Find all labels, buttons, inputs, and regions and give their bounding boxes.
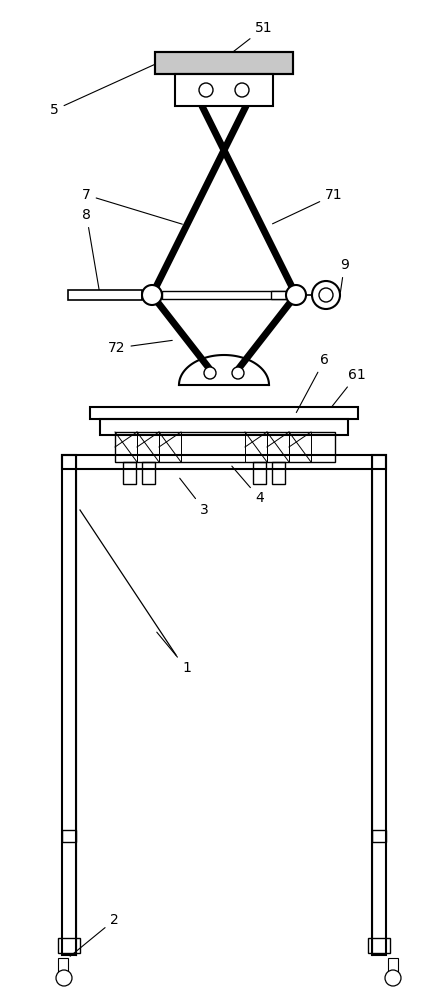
Circle shape	[56, 970, 72, 986]
Bar	[388, 958, 398, 972]
Circle shape	[232, 367, 244, 379]
Bar	[58, 958, 68, 972]
Bar	[155, 52, 293, 74]
Bar	[267, 432, 289, 462]
Text: 72: 72	[108, 340, 172, 355]
Bar	[155, 52, 293, 74]
Text: 9: 9	[340, 258, 349, 292]
Bar	[175, 74, 273, 106]
Circle shape	[385, 970, 401, 986]
Text: 1: 1	[157, 632, 191, 675]
Circle shape	[142, 285, 162, 305]
Bar	[62, 830, 76, 842]
Bar	[368, 938, 390, 953]
Text: 6: 6	[296, 353, 329, 413]
Text: 2: 2	[70, 913, 119, 956]
Text: 7: 7	[82, 188, 182, 224]
Bar	[142, 462, 155, 484]
Bar	[245, 432, 267, 462]
Bar	[289, 432, 311, 462]
Circle shape	[319, 288, 333, 302]
Bar	[62, 455, 386, 469]
Text: 8: 8	[82, 208, 99, 292]
Bar	[162, 291, 286, 299]
Bar	[271, 291, 286, 299]
Bar	[58, 938, 80, 953]
Bar	[68, 290, 142, 300]
Text: 51: 51	[231, 21, 273, 53]
Text: 5: 5	[50, 63, 158, 117]
Bar	[123, 462, 136, 484]
Text: 71: 71	[272, 188, 343, 224]
Circle shape	[286, 285, 306, 305]
Circle shape	[199, 83, 213, 97]
Bar	[62, 455, 76, 955]
Text: 4: 4	[232, 466, 264, 505]
Bar	[372, 455, 386, 955]
Text: 61: 61	[332, 368, 366, 407]
Bar	[372, 830, 386, 842]
Bar	[253, 462, 266, 484]
Bar	[115, 432, 137, 462]
Bar	[159, 432, 181, 462]
Circle shape	[312, 281, 340, 309]
Circle shape	[204, 367, 216, 379]
Bar	[137, 432, 159, 462]
Text: 3: 3	[180, 478, 209, 517]
Bar	[115, 432, 335, 462]
Bar	[272, 462, 285, 484]
Bar	[90, 407, 358, 419]
Circle shape	[235, 83, 249, 97]
Bar	[100, 419, 348, 435]
